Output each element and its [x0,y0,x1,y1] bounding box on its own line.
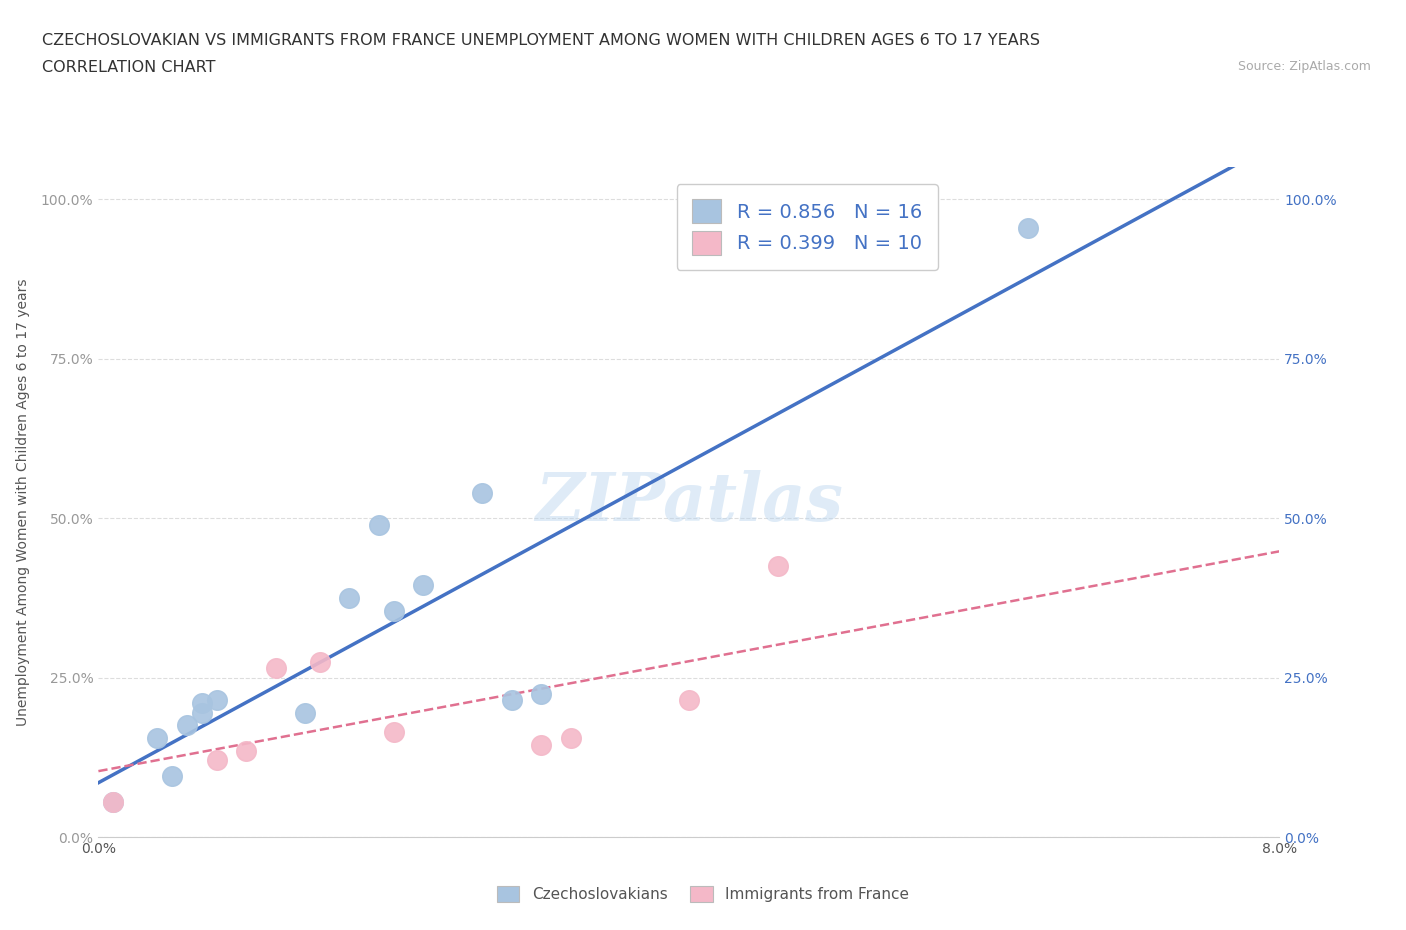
Point [530,737,553,752]
Point [530,686,553,701]
Text: ZIPatlas: ZIPatlas [536,470,842,535]
Point [264,660,287,675]
Point [337,591,360,605]
Point [471,485,494,500]
Legend: R = 0.856   N = 16, R = 0.399   N = 10: R = 0.856 N = 16, R = 0.399 N = 10 [676,184,938,270]
Point [367,517,389,532]
Point [103,794,125,809]
Text: Source: ZipAtlas.com: Source: ZipAtlas.com [1237,60,1371,73]
Point [382,724,405,739]
Point [1017,220,1039,235]
Point [501,693,523,708]
Point [191,696,214,711]
Legend: Czechoslovakians, Immigrants from France: Czechoslovakians, Immigrants from France [491,880,915,909]
Point [560,731,582,746]
Point [205,693,228,708]
Point [294,705,316,720]
Point [235,743,257,758]
Point [412,578,434,592]
Point [146,731,169,746]
Point [103,794,125,809]
Y-axis label: Unemployment Among Women with Children Ages 6 to 17 years: Unemployment Among Women with Children A… [15,278,30,726]
Point [308,654,332,669]
Point [205,753,228,768]
Point [382,604,405,618]
Point [162,769,183,784]
Point [678,693,700,708]
Point [191,705,214,720]
Text: CORRELATION CHART: CORRELATION CHART [42,60,215,75]
Text: CZECHOSLOVAKIAN VS IMMIGRANTS FROM FRANCE UNEMPLOYMENT AMONG WOMEN WITH CHILDREN: CZECHOSLOVAKIAN VS IMMIGRANTS FROM FRANC… [42,33,1040,47]
Point [766,559,789,574]
Point [176,718,198,733]
